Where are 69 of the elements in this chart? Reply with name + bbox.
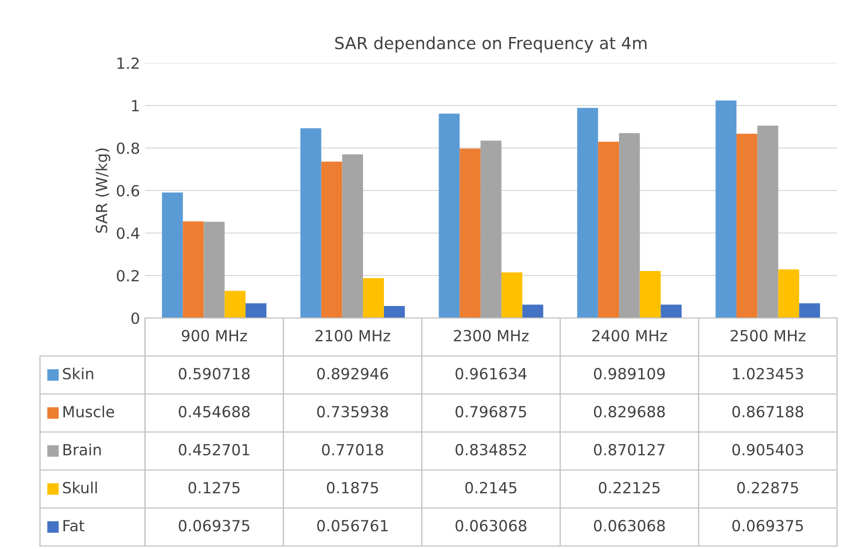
legend-label: Skin — [63, 368, 94, 380]
bar — [384, 306, 405, 318]
data-label: 0.069375 — [732, 520, 803, 532]
bar — [598, 142, 619, 318]
data-label: 0.063068 — [456, 520, 526, 532]
y-tick-label: 0.8 — [116, 142, 140, 154]
data-label: 0.22125 — [598, 482, 660, 494]
data-label: 0.735938 — [317, 406, 388, 418]
bar — [618, 133, 640, 318]
bar — [300, 128, 322, 318]
data-label: 0.069375 — [178, 520, 250, 532]
bar — [778, 269, 800, 318]
data-label: 0.961634 — [456, 368, 527, 380]
data-label: 1.023453 — [733, 368, 804, 380]
bar — [224, 290, 246, 318]
y-tick-label: 0.4 — [116, 227, 140, 240]
bar — [480, 140, 502, 318]
data-label: 0.905403 — [732, 444, 804, 456]
bar — [246, 303, 266, 318]
bar — [577, 108, 598, 318]
bar — [716, 100, 736, 318]
x-tick-label: 2300 MHz — [454, 330, 529, 342]
bar — [522, 304, 544, 318]
data-label: 0.056761 — [317, 520, 388, 532]
y-tick-label: 1 — [132, 100, 139, 112]
y-tick-label: 0.6 — [116, 184, 140, 197]
data-label: 0.1275 — [188, 482, 240, 494]
data-label: 0.1875 — [326, 482, 378, 494]
bar — [660, 304, 682, 318]
bar — [363, 278, 384, 318]
bar — [640, 270, 661, 318]
data-label: 0.796875 — [456, 406, 526, 418]
data-label: 0.867188 — [732, 406, 804, 418]
y-axis-title: SAR (W/kg) — [96, 148, 110, 233]
data-label: 0.870127 — [594, 444, 665, 456]
bar — [204, 222, 225, 318]
bar — [757, 126, 778, 318]
bar — [501, 272, 522, 318]
y-tick-label: 0.2 — [116, 270, 139, 282]
data-label: 0.834852 — [456, 444, 526, 456]
data-label: 0.590718 — [178, 368, 250, 380]
data-label: 0.452701 — [178, 444, 250, 456]
bar — [736, 134, 758, 318]
x-tick-label: 2400 MHz — [592, 330, 667, 342]
data-label: 0.2145 — [465, 482, 516, 494]
legend-label: Skull — [63, 482, 97, 494]
legend-label: Muscle — [64, 406, 114, 418]
bar — [342, 154, 364, 318]
data-label: 0.989109 — [594, 368, 665, 380]
data-label: 0.829688 — [594, 406, 665, 418]
data-label: 0.454688 — [178, 406, 250, 418]
x-tick-label: 900 MHz — [182, 330, 247, 342]
bar — [321, 162, 342, 318]
chart-title: SAR dependance on Frequency at 4m — [335, 36, 646, 53]
bar — [162, 192, 183, 318]
data-label: 0.063068 — [594, 520, 665, 532]
y-tick-label: 0 — [131, 312, 140, 324]
legend-label: Fat — [64, 520, 84, 532]
bar — [182, 221, 204, 318]
data-label: 0.892946 — [317, 368, 388, 380]
data-label: 0.77018 — [322, 444, 384, 456]
bar — [799, 303, 820, 318]
data-label: 0.22875 — [737, 482, 798, 494]
legend-label: Brain — [64, 444, 101, 456]
bar — [460, 148, 481, 318]
x-tick-label: 2100 MHz — [316, 330, 390, 342]
bar — [438, 114, 460, 318]
y-tick-label: 1.2 — [118, 57, 139, 69]
x-tick-label: 2500 MHz — [730, 330, 806, 342]
